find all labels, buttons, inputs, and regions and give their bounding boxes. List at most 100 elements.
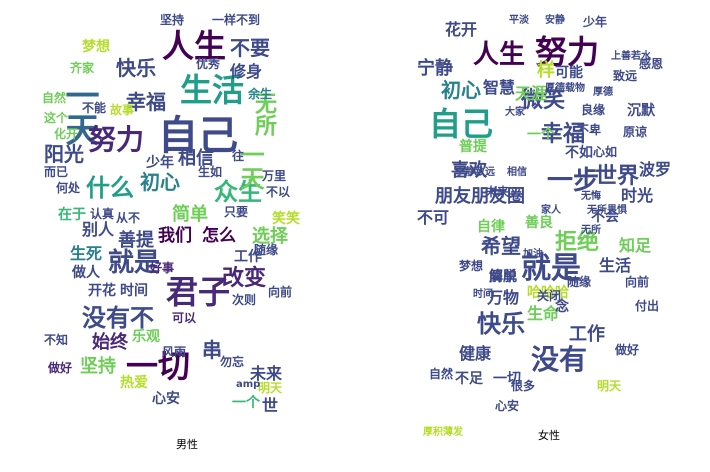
cloud-word: 做好 <box>48 361 73 375</box>
cloud-word: 幸福 <box>126 90 166 114</box>
female-wordcloud: 努力 人生 自己 就是 没有 快乐 一步 世界 朋友朋友圈 拒绝 希望 幸福 微… <box>355 0 710 472</box>
cloud-word: 心安 <box>152 391 180 407</box>
cloud-word: 沉默 <box>627 103 655 119</box>
cloud-word: 一个 <box>527 127 555 143</box>
cloud-word: 天涯 <box>515 84 548 103</box>
cloud-word: 人生 <box>473 40 526 70</box>
cloud-word: 向前 <box>625 275 650 289</box>
cloud-word: 明天 <box>597 379 622 393</box>
cloud-word: 花开 <box>445 20 478 39</box>
cloud-word: 努力 <box>535 33 600 71</box>
cloud-word: 宁静 <box>417 58 453 79</box>
cloud-word: 不足 <box>455 371 483 387</box>
cloud-word: 生活 <box>599 256 632 275</box>
cloud-word: 一样不到 <box>212 13 261 27</box>
cloud-word: 时光 <box>621 186 654 205</box>
cloud-word: 不能 <box>82 101 107 115</box>
cloud-word: 只要 <box>224 205 249 219</box>
cloud-word: 别人 <box>82 220 115 239</box>
cloud-word: 大家 <box>505 107 525 118</box>
cloud-word: 善良 <box>525 215 553 231</box>
cloud-word: 宁静致远 <box>455 167 495 178</box>
cloud-word: 世界 <box>595 164 640 189</box>
cloud-word: 解脱 <box>489 269 517 285</box>
cloud-word: 很多 <box>511 379 536 393</box>
cloud-word: 怎么 <box>202 226 236 246</box>
cloud-word: 这个 <box>44 111 69 125</box>
cloud-word: 勿忘 <box>220 355 245 369</box>
cloud-word: 无悔 <box>581 191 601 202</box>
cloud-word: 善提 <box>118 230 154 251</box>
cloud-word: 初心 <box>140 170 180 194</box>
cloud-word: 加油 <box>523 249 543 260</box>
cloud-word: 未来 <box>250 364 283 383</box>
cloud-word: 简单 <box>172 204 208 225</box>
cloud-word: 始终 <box>92 332 128 353</box>
cloud-word: 生活 <box>180 71 245 109</box>
cloud-word: 快乐 <box>477 310 525 338</box>
cloud-word: 就是 <box>521 251 581 286</box>
cloud-word: 化开 <box>54 127 79 141</box>
cloud-word: 人生 <box>162 27 227 65</box>
cloud-word: 而已 <box>44 165 69 179</box>
cloud-word: 上善若水 <box>611 51 651 62</box>
cloud-word: 一切 <box>126 347 191 385</box>
cloud-word: 生死 <box>70 244 103 263</box>
cloud-word: 一个 <box>232 395 260 411</box>
cloud-word: 不知 <box>44 333 69 347</box>
male-caption: 男性 <box>176 438 198 451</box>
cloud-word: 改变 <box>222 266 267 291</box>
cloud-word: 热爱 <box>120 375 148 391</box>
cloud-word: 智慧 <box>483 78 516 97</box>
cloud-word: 万里 <box>262 169 287 183</box>
cloud-word: 快乐 <box>116 56 156 80</box>
cloud-word: 一切 <box>493 371 521 387</box>
cloud-word: 君子 <box>166 273 231 311</box>
cloud-word: 少年 <box>146 155 174 171</box>
cloud-word: 念 <box>555 299 569 315</box>
cloud-word: 喜欢 <box>451 160 487 181</box>
cloud-word: 一步 <box>547 166 600 196</box>
cloud-word: 从不 <box>116 211 141 225</box>
cloud-word: 厚积薄发 <box>423 427 463 438</box>
cloud-word: 简单 <box>489 269 517 285</box>
cloud-word: 往 <box>232 149 245 163</box>
cloud-word: 哈哈哈 <box>527 285 569 301</box>
cloud-word: 无所 <box>251 92 276 136</box>
cloud-word: 选择 <box>252 226 288 247</box>
cloud-word: 世 <box>262 396 279 415</box>
cloud-word: 坚持 <box>80 356 116 377</box>
cloud-word: 故事 <box>110 103 135 117</box>
cloud-word: 幸福 <box>541 122 586 147</box>
cloud-word: 做人 <box>72 265 100 281</box>
cloud-word: 自然 <box>42 91 67 105</box>
cloud-word: 感恩 <box>639 57 664 71</box>
cloud-word: 波罗 <box>639 160 672 179</box>
cloud-word: 一天 <box>236 142 264 190</box>
cloud-word: 厚德载物 <box>545 83 585 94</box>
cloud-word: 开花 <box>88 283 116 299</box>
cloud-word: 生如 <box>198 165 223 179</box>
cloud-word: 相信 <box>507 167 527 178</box>
cloud-word: 朋友朋友圈 <box>435 186 525 207</box>
cloud-word: 优秀 <box>196 57 221 71</box>
cloud-word: 不卑 <box>577 123 602 137</box>
cloud-word: 心如 <box>593 145 618 159</box>
cloud-word: 相信 <box>178 148 214 169</box>
cloud-word: 自己 <box>429 105 494 143</box>
cloud-word: 向前 <box>268 285 293 299</box>
cloud-word: 不以 <box>266 185 291 199</box>
cloud-word: 随缘 <box>254 243 279 257</box>
cloud-word: 良缘 <box>581 103 606 117</box>
cloud-word: 希望 <box>481 234 521 258</box>
cloud-word: 阳光 <box>44 142 84 166</box>
cloud-word: 风雨 <box>162 345 187 359</box>
cloud-word: 普提 <box>459 139 487 155</box>
cloud-word: 自律 <box>477 219 505 235</box>
cloud-word: 微笑 <box>521 88 566 113</box>
cloud-word: 关闭 <box>537 289 562 303</box>
cloud-word: 付出 <box>635 299 660 313</box>
cloud-word: 不可 <box>417 208 450 227</box>
cloud-word: 何处 <box>56 181 81 195</box>
